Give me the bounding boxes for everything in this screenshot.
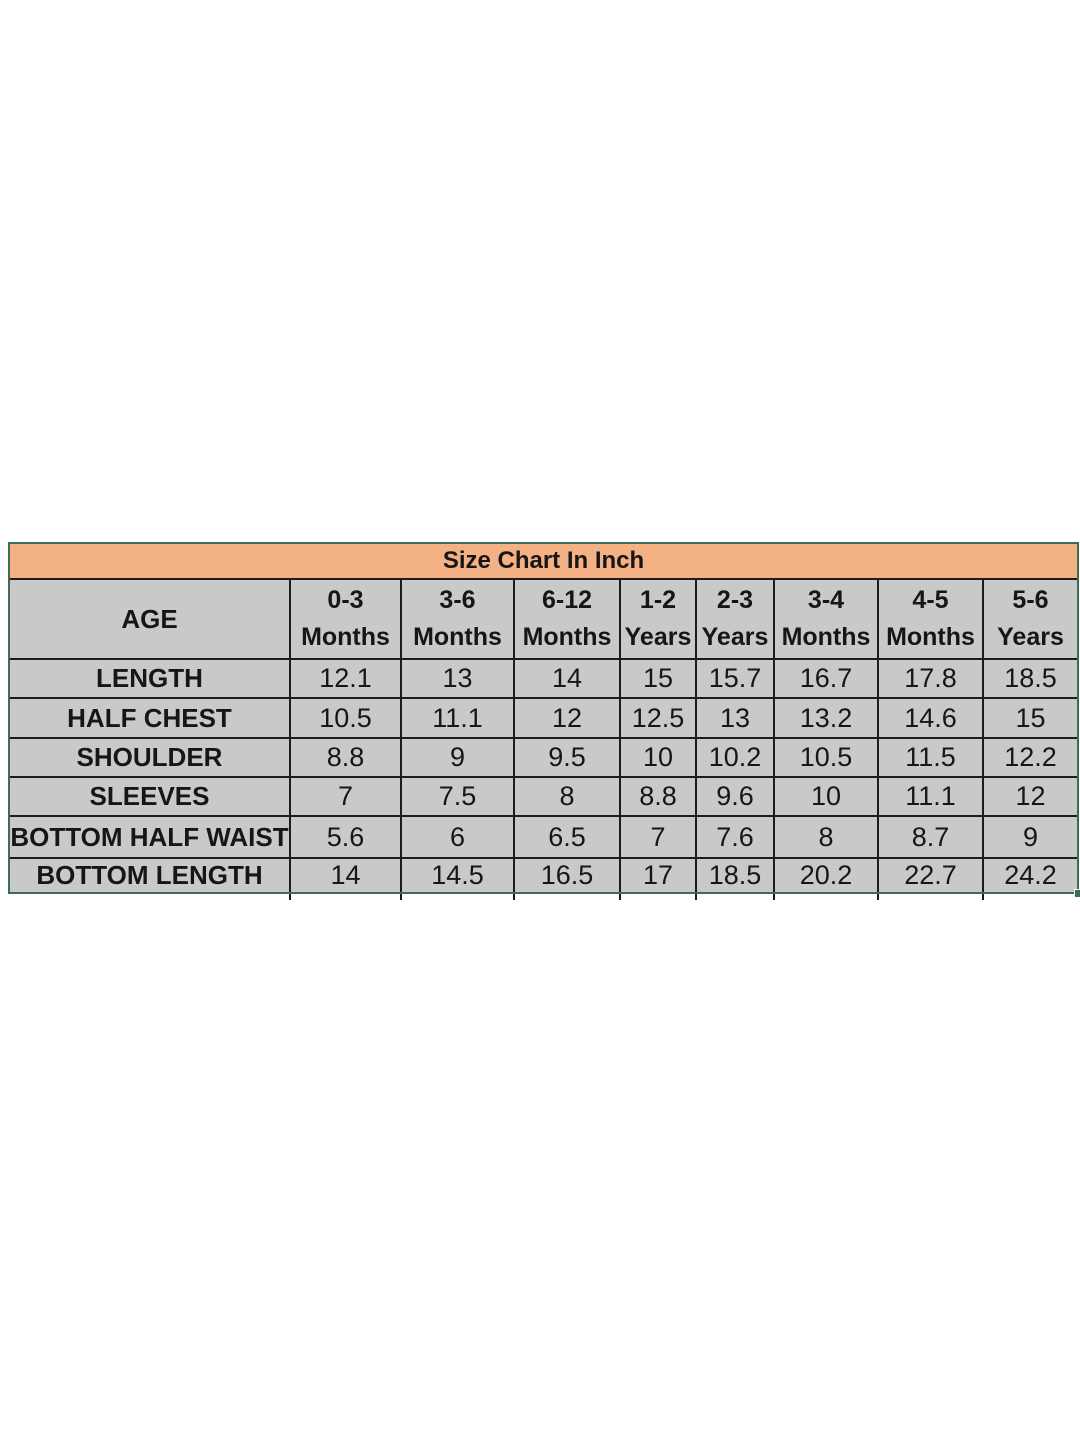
table-cell: 13 [402,660,513,697]
table-cell: 9 [984,817,1077,857]
gridline-stub [513,894,515,900]
table-cell: 8.8 [291,739,400,776]
table-cell: 17.8 [879,660,982,697]
table-cell: 10 [775,778,877,815]
table-cell: 10.2 [697,739,773,776]
column-header-1: 0-3 Months [291,580,400,658]
table-cell: 5.6 [291,817,400,857]
table-cell: 10.5 [775,739,877,776]
table-cell: 14.6 [879,699,982,737]
selection-fill-handle-icon [1074,889,1080,898]
table-cell: 11.1 [402,699,513,737]
table-cell: 10.5 [291,699,400,737]
gridline-stub [695,894,697,900]
table-cell: 11.1 [879,778,982,815]
table-cell: 9 [402,739,513,776]
table-cell: 18.5 [984,660,1077,697]
table-cell: 12 [515,699,619,737]
gridline-stub [400,894,402,900]
table-cell: 15.7 [697,660,773,697]
table-cell: 16.5 [515,859,619,892]
table-cell: 6.5 [515,817,619,857]
column-header-4: 1-2 Years [621,580,695,658]
gridline-stub [773,894,775,900]
table-cell: 17 [621,859,695,892]
table-cell: 14 [515,660,619,697]
table-cell: 11.5 [879,739,982,776]
row-label: BOTTOM HALF WAIST [10,817,289,857]
gridline-stub [289,894,291,900]
table-cell: 12.2 [984,739,1077,776]
table-cell: 13.2 [775,699,877,737]
table-cell: 7.6 [697,817,773,857]
row-label: SLEEVES [10,778,289,815]
gridline-stub [982,894,984,900]
row-label: BOTTOM LENGTH [10,859,289,892]
table-cell: 6 [402,817,513,857]
table-cell: 9.6 [697,778,773,815]
row-label: LENGTH [10,660,289,697]
table-cell: 8 [775,817,877,857]
row-label: HALF CHEST [10,699,289,737]
column-header-3: 6-12 Months [515,580,619,658]
table-cell: 15 [621,660,695,697]
table-cell: 7 [291,778,400,815]
table-cell: 20.2 [775,859,877,892]
column-header-8: 5-6 Years [984,580,1077,658]
size-chart-table: Size Chart In Inch AGE 0-3 Months 3-6 Month… [8,542,1079,894]
table-cell: 8.8 [621,778,695,815]
table-cell: 14.5 [402,859,513,892]
table-cell: 22.7 [879,859,982,892]
gridline-stub [619,894,621,900]
table-cell: 24.2 [984,859,1077,892]
row-label: SHOULDER [10,739,289,776]
table-cell: 18.5 [697,859,773,892]
column-header-6: 3-4 Months [775,580,877,658]
gridline-stub [877,894,879,900]
column-header-5: 2-3 Years [697,580,773,658]
table-cell: 14 [291,859,400,892]
age-header-cell: AGE [10,580,289,658]
table-cell: 13 [697,699,773,737]
table-cell: 16.7 [775,660,877,697]
column-header-2: 3-6 Months [402,580,513,658]
table-cell: 8 [515,778,619,815]
table-cell: 9.5 [515,739,619,776]
table-cell: 15 [984,699,1077,737]
table-cell: 10 [621,739,695,776]
table-cell: 7 [621,817,695,857]
table-cell: 7.5 [402,778,513,815]
table-cell: 12 [984,778,1077,815]
table-cell: 8.7 [879,817,982,857]
table-cell: 12.5 [621,699,695,737]
column-header-7: 4-5 Months [879,580,982,658]
table-cell: 12.1 [291,660,400,697]
table-title: Size Chart In Inch [10,544,1077,578]
